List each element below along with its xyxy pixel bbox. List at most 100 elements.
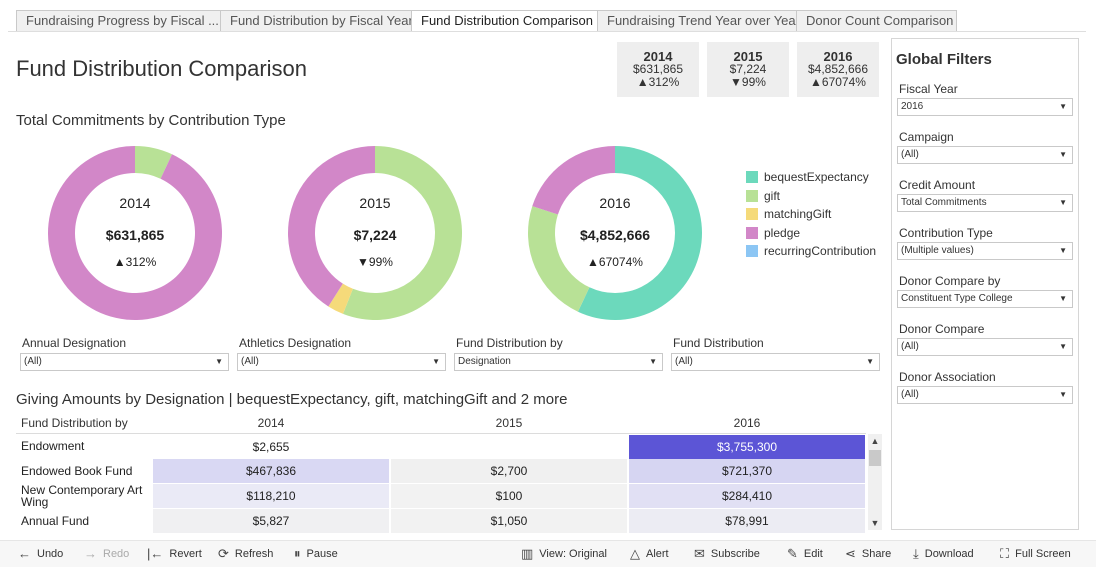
full-screen-button[interactable]: ⛶ Full Screen (1000, 546, 1071, 562)
table-cell[interactable]: $78,991 (629, 509, 865, 533)
page-title: Fund Distribution Comparison (16, 56, 308, 81)
tab-fund-distribution-comparison[interactable]: Fund Distribution Comparison (411, 10, 597, 32)
download-button[interactable]: ⤓ Download (913, 546, 974, 562)
donut-chart-2016[interactable]: 2016 $4,852,666 ▲67074% (527, 145, 703, 321)
table-cell[interactable]: $100 (391, 484, 627, 508)
select-value: (All) (675, 356, 693, 367)
tab-donor-count-comparison[interactable]: Donor Count Comparison (796, 10, 957, 32)
giving-amounts-title: Giving Amounts by Designation | bequestE… (16, 391, 568, 408)
undo-button[interactable]: ← Undo (18, 546, 63, 561)
table-column-2015[interactable]: 2015 (495, 416, 523, 430)
donut-year-label: 2015 (359, 195, 391, 211)
global-filters-panel (891, 38, 1079, 530)
table-cell[interactable]: $5,827 (153, 509, 389, 533)
credit-amount-select[interactable]: Total Commitments ▼ (897, 194, 1073, 212)
legend-item-bequestexpectancy[interactable]: bequestExpectancy (746, 168, 876, 187)
mail-icon: ✉ (694, 546, 705, 561)
fund-distribution-select[interactable]: (All) ▼ (671, 353, 880, 371)
subscribe-button[interactable]: ✉ Subscribe (694, 546, 760, 562)
refresh-button[interactable]: ⟳ Refresh (218, 546, 273, 562)
donut-svg (48, 146, 223, 320)
donut-svg (288, 146, 462, 320)
kpi-card-2014: 2014 $631,865 ▲312% (617, 42, 699, 97)
donut-slice-gift[interactable] (342, 146, 462, 320)
alert-button[interactable]: △ Alert (630, 546, 669, 562)
table-cell[interactable]: $118,210 (153, 484, 389, 508)
donut-chart-2015[interactable]: 2015 $7,224 ▼99% (287, 145, 463, 321)
table-row-label: Endowment (21, 439, 85, 453)
donut-amount-label: $7,224 (353, 227, 397, 243)
edit-label: Edit (803, 548, 823, 560)
campaign-select[interactable]: (All) ▼ (897, 146, 1073, 164)
pause-button[interactable]: ⏸ Pause (294, 546, 338, 562)
redo-button[interactable]: → Redo (84, 546, 129, 561)
donut-slice-gift[interactable] (528, 206, 590, 312)
legend-label: recurringContribution (764, 244, 877, 259)
donut-svg (528, 146, 702, 320)
donut-change-label: ▼99% (357, 255, 393, 269)
fiscal-year-select[interactable]: 2016 ▼ (897, 98, 1073, 116)
legend-item-recurringcontribution[interactable]: recurringContribution (746, 242, 876, 261)
donut-change-label: ▲67074% (587, 255, 643, 269)
scroll-down-icon[interactable]: ▼ (870, 518, 880, 528)
table-cell[interactable] (391, 435, 627, 459)
donor-association-select[interactable]: (All) ▼ (897, 386, 1073, 404)
donut-slice-matchinggift[interactable] (328, 283, 353, 314)
table-column-2016[interactable]: 2016 (733, 416, 761, 430)
table-cell[interactable]: $721,370 (629, 459, 865, 483)
chevron-down-icon: ▼ (1059, 150, 1067, 159)
contribution-type-label: Contribution Type (899, 226, 993, 240)
select-value: Designation (458, 356, 511, 367)
chevron-down-icon: ▼ (649, 357, 657, 366)
donut-slice-bequestexpectancy[interactable] (577, 146, 702, 320)
donut-chart-2014[interactable]: 2014 $631,865 ▲312% (47, 145, 223, 321)
revert-icon: |← (147, 546, 164, 561)
share-label: Share (861, 548, 892, 560)
tab-fundraising-trend[interactable]: Fundraising Trend Year over Year (597, 10, 796, 32)
kpi-change: ▲67074% (810, 75, 866, 89)
table-cell[interactable]: $467,836 (153, 459, 389, 483)
share-button[interactable]: ⋖ Share (845, 546, 891, 562)
table-cell-highlighted[interactable]: $3,755,300 (629, 435, 865, 459)
donor-compare-select[interactable]: (All) ▼ (897, 338, 1073, 356)
share-icon: ⋖ (845, 546, 856, 561)
view-original-button[interactable]: ▥ View: Original (521, 546, 607, 562)
donut-year-label: 2014 (119, 195, 151, 211)
donor-compare-by-select[interactable]: Constituent Type College ▼ (897, 290, 1073, 308)
undo-icon: ← (18, 546, 31, 561)
scrollbar-thumb[interactable] (869, 450, 881, 466)
athletics-designation-label: Athletics Designation (239, 336, 352, 350)
legend-item-matchinggift[interactable]: matchingGift (746, 205, 876, 224)
table-scrollbar[interactable] (868, 434, 882, 530)
donut-slice-pledge[interactable] (288, 146, 375, 307)
table-cell[interactable]: $1,050 (391, 509, 627, 533)
table-cell[interactable]: $2,700 (391, 459, 627, 483)
athletics-designation-select[interactable]: (All) ▼ (237, 353, 446, 371)
pause-icon: ⏸ (294, 546, 301, 561)
tab-fundraising-progress[interactable]: Fundraising Progress by Fiscal ... (16, 10, 220, 32)
legend-item-pledge[interactable]: pledge (746, 224, 876, 243)
download-icon: ⤓ (913, 546, 919, 561)
tab-fund-distribution-by-fiscal-year[interactable]: Fund Distribution by Fiscal Year (220, 10, 411, 32)
donut-slice-gift[interactable] (135, 146, 173, 179)
contribution-type-select[interactable]: (Multiple values) ▼ (897, 242, 1073, 260)
donut-slice-pledge[interactable] (532, 146, 615, 215)
pause-label: Pause (306, 548, 338, 560)
fund-distribution-by-select[interactable]: Designation ▼ (454, 353, 663, 371)
table-cell[interactable]: $2,655 (153, 435, 389, 459)
table-cell[interactable]: $284,410 (629, 484, 865, 508)
edit-button[interactable]: ✎ Edit (787, 546, 823, 562)
annual-designation-select[interactable]: (All) ▼ (20, 353, 229, 371)
refresh-icon: ⟳ (218, 546, 229, 561)
legend-item-gift[interactable]: gift (746, 187, 876, 206)
scroll-up-icon[interactable]: ▲ (870, 436, 880, 446)
kpi-amount: $4,852,666 (807, 62, 869, 76)
legend-swatch (746, 208, 758, 221)
select-value: Constituent Type College (901, 293, 1013, 304)
chevron-down-icon: ▼ (1059, 246, 1067, 255)
revert-button[interactable]: |← Revert (147, 546, 202, 561)
pencil-icon: ✎ (787, 546, 798, 561)
table-column-2014[interactable]: 2014 (257, 416, 285, 430)
donut-slice-pledge[interactable] (48, 146, 223, 320)
tab-strip: Fundraising Progress by Fiscal ... Fund … (16, 10, 957, 32)
